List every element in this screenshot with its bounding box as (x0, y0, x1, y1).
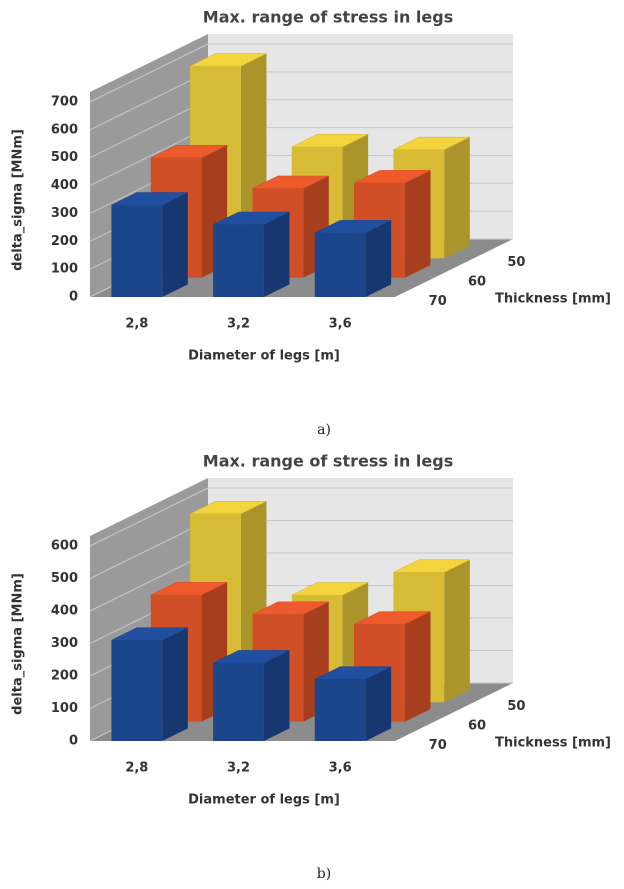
x-axis-label: Diameter of legs [m] (188, 793, 340, 808)
y-tick-label: 0 (69, 734, 78, 749)
bar (212, 211, 290, 297)
bar-top (189, 501, 267, 515)
grid-line (89, 43, 513, 103)
y-axis-label: delta_sigma [MNm] (11, 129, 26, 271)
bar-front (314, 232, 366, 297)
bar-front (314, 679, 366, 741)
caption: b) (317, 866, 331, 882)
bar-front (213, 224, 264, 297)
bar-side (365, 220, 392, 297)
caption: a) (317, 422, 331, 438)
grid-line (89, 487, 513, 547)
bar-side (365, 666, 392, 741)
depth-tick-label: 50 (507, 255, 525, 270)
depth-tick-label: 50 (507, 699, 525, 714)
chart: 0 100 200 300 400 500 600 2,8 3,2 3,6 70 60 50 Max. r… (11, 452, 611, 883)
bar-side (162, 627, 188, 741)
x-tick-label: 3,2 (227, 761, 250, 776)
x-tick-label: 2,8 (125, 317, 148, 332)
y-tick-label: 600 (51, 539, 78, 554)
y-tick-label: 100 (51, 262, 78, 277)
bar (314, 220, 392, 297)
bar-side (444, 559, 470, 703)
depth-tick-label: 60 (468, 719, 486, 734)
y-tick-label: 600 (51, 122, 78, 137)
chart-title: Max. range of stress in legs (203, 8, 453, 27)
bar-side (263, 650, 290, 741)
bar (111, 627, 188, 741)
y-tick-label: 400 (51, 604, 78, 619)
x-tick-label: 3,6 (329, 317, 352, 332)
x-tick-label: 2,8 (125, 761, 148, 776)
y-tick-label: 300 (51, 206, 78, 221)
y-axis-label: delta_sigma [MNm] (11, 573, 26, 715)
y-tick-label: 500 (51, 150, 78, 165)
bar-side (444, 137, 470, 259)
chart: 0 100 200 300 400 500 600 700 2,8 3,2 3,6 70 60 50 Max… (11, 8, 611, 439)
y-tick-label: 400 (51, 178, 78, 193)
bar (111, 192, 188, 297)
y-tick-label: 0 (69, 290, 78, 305)
depth-tick-label: 70 (429, 738, 447, 753)
x-axis-label: Diameter of legs [m] (188, 349, 340, 364)
y-tick-label: 200 (51, 669, 78, 684)
bar-front (111, 205, 163, 297)
y-tick-label: 700 (51, 95, 78, 110)
bar-side (404, 170, 431, 278)
y-tick-label: 100 (51, 701, 78, 716)
bar-side (162, 192, 188, 297)
bar-side (404, 611, 431, 722)
bar (314, 666, 392, 741)
depth-tick-label: 70 (429, 294, 447, 309)
y-tick-label: 200 (51, 234, 78, 249)
y-tick-label: 500 (51, 571, 78, 586)
depth-tick-label: 60 (468, 275, 486, 290)
z-axis-label: Thickness [mm] (495, 292, 611, 307)
bar (212, 650, 290, 741)
chart-title: Max. range of stress in legs (203, 452, 453, 471)
bar-side (263, 212, 290, 297)
z-axis-label: Thickness [mm] (495, 736, 611, 751)
x-tick-label: 3,6 (329, 761, 352, 776)
y-tick-label: 300 (51, 636, 78, 651)
bar-front (111, 640, 163, 741)
x-tick-label: 3,2 (227, 317, 250, 332)
bar-front (213, 663, 264, 741)
bar-top (393, 559, 470, 573)
bar-top (291, 582, 369, 596)
